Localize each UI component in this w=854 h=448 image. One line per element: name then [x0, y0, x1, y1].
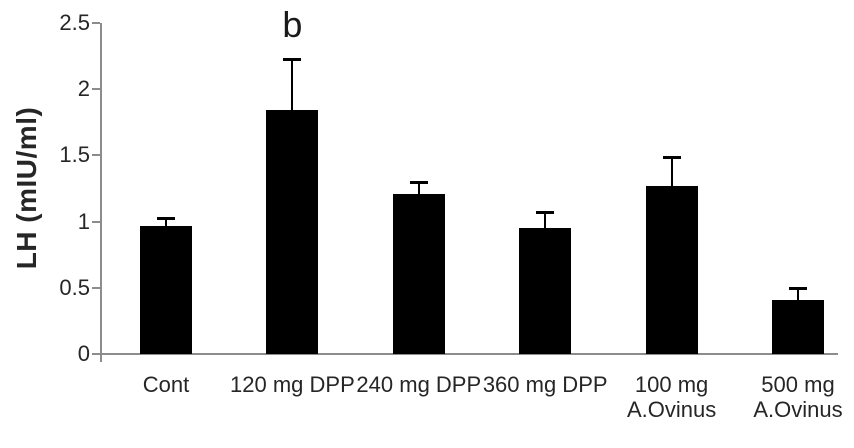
error-bar [544, 212, 547, 229]
error-bar [291, 58, 294, 111]
y-axis-title: LH (mIU/ml) [11, 106, 42, 270]
x-axis-label: Cont [142, 372, 190, 397]
error-bar-cap [662, 155, 681, 159]
y-tick-label: 1 [77, 208, 90, 234]
x-axis-label: 360 mg DPP [482, 372, 608, 397]
error-bar [165, 217, 167, 226]
x-axis-label: 120 mg DPP [230, 372, 355, 397]
error-bar [670, 156, 673, 186]
y-axis-tick [92, 154, 100, 157]
x-axis-line [102, 353, 838, 355]
error-bar-cap [789, 286, 807, 290]
x-axis-label: 240 mg DPP [356, 372, 482, 397]
error-bar-cap [536, 211, 555, 215]
y-tick-label: 1.5 [59, 142, 90, 168]
y-tick-label: 2.5 [59, 10, 90, 35]
x-axis-label: 100 mg A.Ovinus [626, 372, 717, 422]
y-axis-tick [92, 286, 100, 289]
y-tick-label: 2 [77, 76, 90, 102]
y-axis-tick [92, 220, 100, 223]
bar [266, 110, 319, 354]
error-bar-cap [409, 180, 428, 184]
y-axis-tick [92, 88, 100, 91]
bar [645, 185, 698, 354]
error-bar [417, 181, 420, 194]
error-bar-cap [157, 216, 175, 220]
bar [772, 299, 824, 354]
y-tick-label: 0 [77, 341, 90, 366]
y-axis-tick [92, 22, 100, 24]
error-bar [797, 287, 799, 300]
bar [392, 193, 445, 354]
bar [519, 228, 572, 354]
x-axis-label: 500 mg A.Ovinus [753, 372, 843, 422]
significance-annotation: b [282, 4, 303, 45]
y-axis-line [100, 23, 102, 362]
error-bar-cap [283, 57, 302, 61]
y-tick-label: 0.5 [59, 274, 90, 300]
y-axis-tick [92, 353, 100, 355]
bar [140, 225, 192, 354]
